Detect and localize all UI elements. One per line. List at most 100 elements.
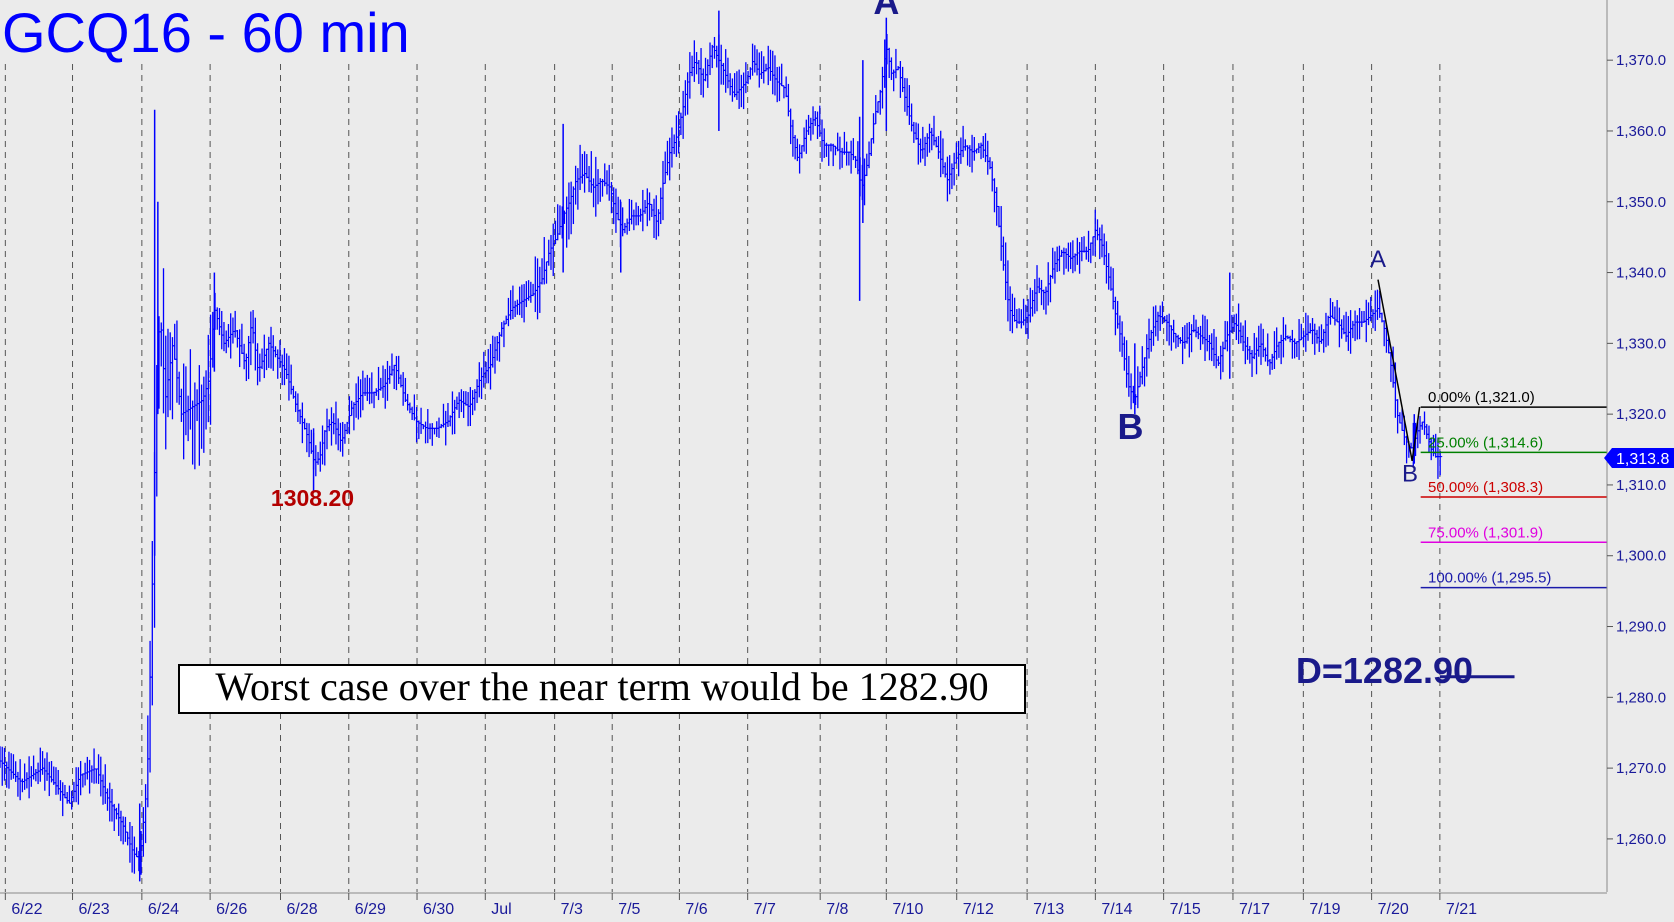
price-tick: 1,280.0 bbox=[1607, 689, 1666, 706]
price-tick-label: 1,260.0 bbox=[1616, 831, 1666, 848]
price-tick: 1,310.0 bbox=[1607, 477, 1666, 494]
date-tick: 7/8 bbox=[819, 893, 849, 918]
ohlc-bar bbox=[1438, 451, 1443, 476]
price-tick: 1,360.0 bbox=[1607, 123, 1666, 140]
date-tick-label: 6/28 bbox=[287, 901, 318, 918]
date-tick: 6/23 bbox=[72, 893, 110, 918]
fib-level: 25.00% (1,314.6) bbox=[1420, 434, 1607, 454]
date-tick-label: 7/20 bbox=[1378, 901, 1409, 918]
date-tick: 7/7 bbox=[747, 893, 776, 918]
price-tick-label: 1,290.0 bbox=[1616, 619, 1666, 636]
chart-title: GCQ16 - 60 min bbox=[2, 1, 410, 64]
target-label: D=1282.90 bbox=[1296, 650, 1473, 691]
note-box: Worst case over the near term would be 1… bbox=[178, 664, 1026, 714]
wave-label: A bbox=[873, 0, 899, 22]
price-tick-label: 1,340.0 bbox=[1616, 265, 1666, 282]
fib-level: 0.00% (1,321.0) bbox=[1420, 389, 1607, 408]
date-tick-label: 6/22 bbox=[11, 901, 42, 918]
date-axis: 6/22 6/23 6/24 6/26 6/28 6/29 6/30 Jul 7/3 7/5 7/6… bbox=[0, 892, 1607, 918]
date-tick: 7/5 bbox=[611, 893, 641, 918]
abc-line bbox=[1411, 406, 1421, 461]
price-tick-label: 1,370.0 bbox=[1616, 52, 1666, 69]
date-tick: 7/17 bbox=[1232, 893, 1270, 918]
date-tick: 6/29 bbox=[348, 893, 386, 918]
current-price-badge: 1,313.8 bbox=[1604, 448, 1674, 469]
fibonacci-levels: 0.00% (1,321.0) 25.00% (1,314.6) 50.00% (1… bbox=[1420, 389, 1607, 589]
note-box-frame bbox=[178, 664, 1026, 714]
wave-label-small: A bbox=[1370, 246, 1386, 273]
date-tick: Jul bbox=[484, 893, 512, 918]
date-tick-label: 6/29 bbox=[355, 901, 386, 918]
date-tick: 7/10 bbox=[885, 893, 924, 918]
note-text: Worst case over the near term would be 1… bbox=[215, 664, 988, 709]
date-tick-label: 6/30 bbox=[423, 901, 454, 918]
price-tick-label: 1,310.0 bbox=[1616, 477, 1666, 494]
price-tick: 1,350.0 bbox=[1607, 194, 1666, 211]
price-tick: 1,370.0 bbox=[1607, 52, 1666, 69]
fib-level: 75.00% (1,301.9) bbox=[1420, 524, 1607, 544]
price-tick: 1,330.0 bbox=[1607, 335, 1666, 352]
current-price-badge-shape bbox=[1604, 448, 1674, 469]
date-tick: 6/26 bbox=[209, 893, 247, 918]
price-axis: 1,260.0 1,270.0 1,280.0 1,290.0 1,300.0 1,310… bbox=[1604, 0, 1674, 892]
date-tick-label: 7/3 bbox=[561, 901, 583, 918]
price-tick-label: 1,270.0 bbox=[1616, 760, 1666, 777]
price-tick-label: 1,330.0 bbox=[1616, 335, 1666, 352]
wave-label-small: B bbox=[1402, 460, 1418, 487]
fib-label: 100.00% (1,295.5) bbox=[1428, 570, 1551, 587]
date-tick-label: 7/12 bbox=[963, 901, 994, 918]
date-tick: 7/20 bbox=[1371, 893, 1409, 918]
date-tick: 7/12 bbox=[956, 893, 994, 918]
price-tick-label: 1,350.0 bbox=[1616, 194, 1666, 211]
date-tick: 6/24 bbox=[141, 893, 179, 918]
date-tick: 7/15 bbox=[1163, 893, 1201, 918]
date-tick-label: 7/5 bbox=[618, 901, 640, 918]
wave-label: B bbox=[1118, 406, 1144, 447]
date-tick: 6/30 bbox=[416, 893, 454, 918]
fib-level: 50.00% (1,308.3) bbox=[1420, 479, 1607, 498]
fib-label: 0.00% (1,321.0) bbox=[1428, 389, 1535, 406]
date-tick-label: 7/21 bbox=[1446, 901, 1477, 918]
price-tick-label: 1,320.0 bbox=[1616, 406, 1666, 423]
date-tick-label: 7/7 bbox=[754, 901, 776, 918]
annotations: A B A B 1308.20 D=1282.90 bbox=[271, 0, 1473, 691]
date-tick-label: 7/19 bbox=[1309, 901, 1340, 918]
date-tick-label: 7/6 bbox=[685, 901, 707, 918]
current-price-label: 1,313.8 bbox=[1616, 451, 1669, 468]
price-bars bbox=[0, 10, 1443, 882]
price-tick: 1,260.0 bbox=[1607, 831, 1666, 848]
vertical-gridlines bbox=[4, 64, 1441, 892]
date-tick: 7/21 bbox=[1439, 893, 1477, 918]
price-tick: 1,270.0 bbox=[1607, 760, 1666, 777]
date-tick: 7/13 bbox=[1026, 893, 1064, 918]
price-tick-label: 1,280.0 bbox=[1616, 689, 1666, 706]
fib-level: 100.00% (1,295.5) bbox=[1420, 570, 1607, 589]
price-tick: 1,340.0 bbox=[1607, 265, 1666, 282]
date-tick-label: 7/13 bbox=[1033, 901, 1064, 918]
date-tick: 7/19 bbox=[1302, 893, 1341, 918]
date-tick-label: 6/24 bbox=[148, 901, 179, 918]
date-tick-label: 7/14 bbox=[1101, 901, 1132, 918]
date-tick-label: 7/8 bbox=[826, 901, 848, 918]
date-tick-label: 7/15 bbox=[1170, 901, 1201, 918]
date-tick-label: 6/26 bbox=[216, 901, 247, 918]
abc-pattern-lines bbox=[1377, 279, 1515, 679]
date-tick: 7/6 bbox=[678, 893, 708, 918]
price-tick-label: 1,300.0 bbox=[1616, 548, 1666, 565]
price-tick: 1,290.0 bbox=[1607, 619, 1666, 636]
fib-label: 25.00% (1,314.6) bbox=[1428, 434, 1543, 451]
price-tick-label: 1,360.0 bbox=[1616, 123, 1666, 140]
price-tick: 1,300.0 bbox=[1607, 548, 1666, 565]
date-tick-label: 6/23 bbox=[79, 901, 110, 918]
date-tick: 7/3 bbox=[554, 893, 583, 918]
low-price-label: 1308.20 bbox=[271, 485, 354, 511]
date-tick-label: 7/10 bbox=[892, 901, 923, 918]
price-tick: 1,320.0 bbox=[1607, 406, 1666, 423]
date-tick-label: 7/17 bbox=[1239, 901, 1270, 918]
fib-label: 75.00% (1,301.9) bbox=[1428, 524, 1543, 541]
date-tick: 6/22 bbox=[4, 893, 43, 918]
date-tick-label: Jul bbox=[491, 901, 511, 918]
date-tick: 6/28 bbox=[280, 893, 318, 918]
